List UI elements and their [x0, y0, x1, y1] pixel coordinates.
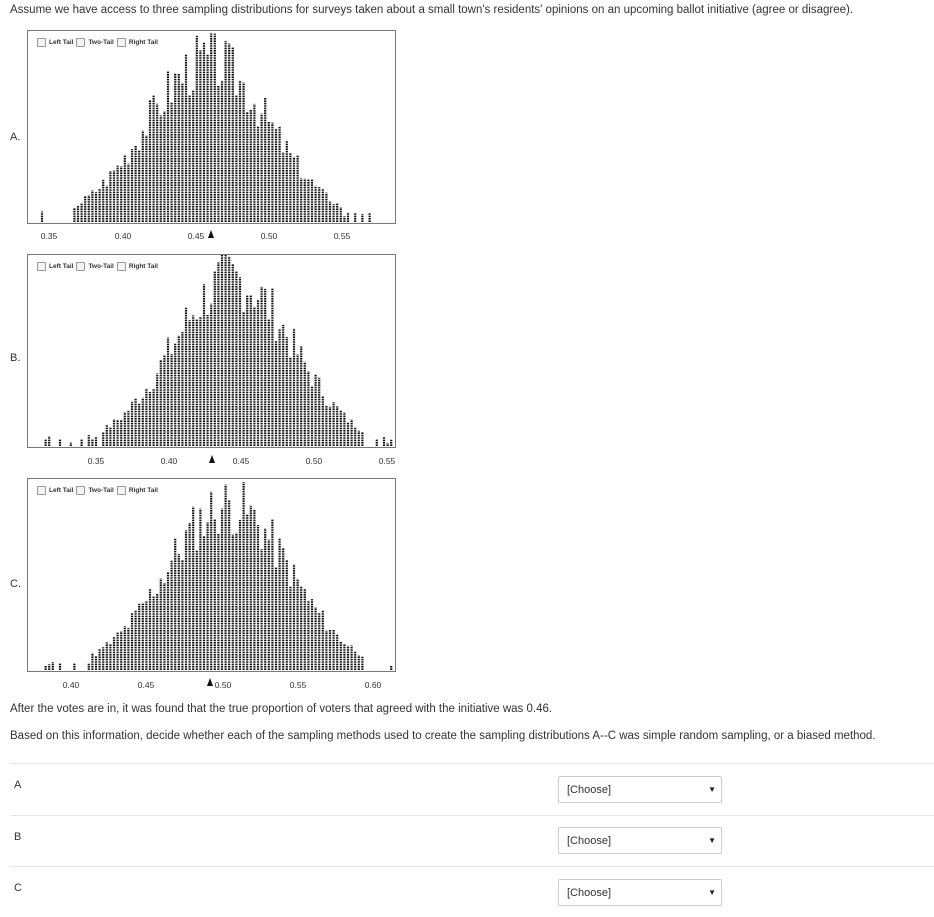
chevron-down-icon: ▼: [708, 836, 716, 845]
intro-text: Assume we have access to three sampling …: [10, 4, 854, 16]
plot-b-tail-options: Left Tail Two-Tail Right Tail: [36, 262, 160, 271]
plot-c-dots: [44, 482, 393, 670]
plot-c-axis: 0.40 0.45 0.50 0.55 0.60: [27, 680, 396, 694]
left-tail-label: Left Tail: [49, 39, 74, 46]
plot-a-marker-arrow[interactable]: [208, 230, 214, 238]
plot-a-axis: 0.35 0.40 0.45 0.50 0.55: [27, 231, 396, 245]
two-tail-label: Two-Tail: [88, 263, 114, 270]
instruction-text: Based on this information, decide whethe…: [10, 730, 876, 742]
chevron-down-icon: ▼: [708, 785, 716, 794]
plot-a-tick: 0.55: [333, 231, 351, 241]
after-votes-text: After the votes are in, it was found tha…: [10, 703, 553, 715]
plot-b-tick: 0.35: [87, 456, 105, 466]
plot-c-tail-options: Left Tail Two-Tail Right Tail: [36, 486, 160, 495]
divider: [10, 866, 934, 867]
right-tail-label: Right Tail: [128, 39, 158, 46]
plot-b-marker-arrow[interactable]: [209, 455, 215, 463]
plot-c-tick: 0.40: [62, 680, 80, 690]
two-tail-label: Two-Tail: [88, 487, 114, 494]
plot-b: Left Tail Two-Tail Right Tail: [27, 254, 396, 448]
plot-b-tick: 0.55: [378, 456, 396, 466]
plot-a-tick: 0.50: [260, 231, 278, 241]
left-tail-checkbox[interactable]: [37, 262, 46, 271]
question-b-select[interactable]: [Choose] ▼: [558, 827, 722, 854]
right-tail-label: Right Tail: [128, 263, 158, 270]
question-a-select[interactable]: [Choose] ▼: [558, 776, 722, 803]
plot-c-marker-arrow[interactable]: [207, 678, 213, 686]
divider: [10, 763, 934, 764]
two-tail-label: Two-Tail: [88, 39, 114, 46]
plot-c: Left Tail Two-Tail Right Tail: [27, 478, 396, 672]
plot-c-tick: 0.45: [137, 680, 155, 690]
plot-a-tick: 0.40: [114, 231, 132, 241]
plot-a-tail-options: Left Tail Two-Tail Right Tail: [36, 38, 160, 47]
select-value: [Choose]: [567, 835, 612, 847]
plot-c-letter: C.: [10, 578, 21, 590]
right-tail-label: Right Tail: [128, 487, 158, 494]
plot-a-tick: 0.35: [40, 231, 58, 241]
question-b-label: B: [14, 831, 22, 843]
left-tail-label: Left Tail: [49, 263, 74, 270]
two-tail-checkbox[interactable]: [76, 486, 86, 495]
plot-b-tick: 0.50: [305, 456, 323, 466]
plot-a-letter: A.: [10, 131, 21, 143]
plot-c-tick: 0.60: [364, 680, 382, 690]
right-tail-checkbox[interactable]: [116, 486, 126, 495]
plot-c-tick: 0.55: [289, 680, 307, 690]
select-value: [Choose]: [567, 887, 612, 899]
plot-b-axis: 0.35 0.40 0.45 0.50 0.55: [27, 456, 396, 470]
select-value: [Choose]: [567, 784, 612, 796]
left-tail-checkbox[interactable]: [37, 38, 46, 47]
right-tail-checkbox[interactable]: [116, 262, 126, 271]
plot-b-letter: B.: [10, 352, 21, 364]
divider: [10, 815, 934, 816]
plot-b-dots: [44, 255, 393, 446]
plot-b-tick: 0.45: [232, 456, 250, 466]
plot-b-tick: 0.40: [160, 456, 178, 466]
plot-a: Left Tail Two-Tail Right Tail: [27, 30, 396, 224]
plot-a-tick: 0.45: [187, 231, 205, 241]
left-tail-checkbox[interactable]: [37, 486, 46, 495]
two-tail-checkbox[interactable]: [76, 38, 86, 47]
right-tail-checkbox[interactable]: [116, 38, 126, 47]
question-a-label: A: [14, 779, 22, 791]
question-c-select[interactable]: [Choose] ▼: [558, 879, 722, 906]
question-c-label: C: [14, 882, 22, 894]
plot-c-tick: 0.50: [214, 680, 232, 690]
two-tail-checkbox[interactable]: [76, 262, 86, 271]
left-tail-label: Left Tail: [49, 487, 74, 494]
chevron-down-icon: ▼: [708, 888, 716, 897]
plot-a-dots: [40, 33, 371, 222]
